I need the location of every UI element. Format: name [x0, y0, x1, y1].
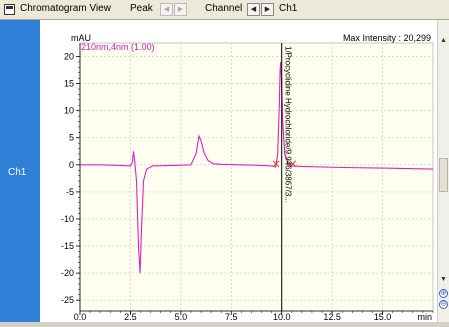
y-tick-label: 0 [69, 160, 74, 170]
zoom-in-icon[interactable]: ⊕ [439, 289, 448, 298]
channel-next-button[interactable]: ▶ [261, 3, 274, 16]
grid-lines [79, 43, 433, 311]
channel-sidebar[interactable]: Ch1 [0, 20, 40, 322]
scroll-up-button[interactable]: ▲ [440, 37, 447, 44]
y-tick-label: 15 [64, 79, 74, 89]
peak-boundary-marker [289, 160, 297, 168]
channel-value: Ch1 [279, 3, 298, 14]
channel-prev-button[interactable]: ◀ [247, 3, 260, 16]
view-title: Chromatogram View [20, 3, 111, 14]
x-axis-label: min [417, 312, 432, 322]
x-tick-label: 2.5 [124, 312, 137, 322]
peak-boundary-marker [272, 160, 280, 168]
y-axis-ticks: 20 15 10 5 0 -5 -10 -15 -20 -25 [61, 52, 80, 305]
scroll-down-button[interactable]: ▼ [440, 276, 447, 283]
y-tick-label: -20 [61, 268, 74, 278]
peak-markers [272, 160, 297, 168]
channel-label: Channel [205, 3, 243, 14]
x-axis-ticks: 0.0 2.5 5.0 7.5 10.0 12.5 15.0 [74, 311, 434, 322]
y-tick-label: 10 [64, 106, 74, 116]
x-tick-label: 0.0 [74, 312, 87, 322]
sidebar-channel-label: Ch1 [8, 167, 27, 178]
y-tick-label: -5 [66, 187, 74, 197]
x-tick-label: 5.0 [175, 312, 188, 322]
x-tick-label: 15.0 [374, 312, 392, 322]
y-tick-label: -15 [61, 241, 74, 251]
x-tick-label: 10.0 [273, 312, 291, 322]
vertical-scrollbar[interactable]: ▲ ▼ ⊕ ⊖ [437, 20, 449, 322]
y-tick-label: 20 [64, 52, 74, 62]
signal-line [80, 61, 434, 274]
window-icon[interactable] [4, 4, 15, 15]
series-label: 210nm,4nm (1.00) [81, 42, 155, 52]
max-intensity-label: Max Intensity : 20,299 [343, 33, 431, 43]
scroll-thumb[interactable] [439, 158, 448, 192]
y-tick-label: 5 [69, 133, 74, 143]
peak-label: Peak [130, 3, 153, 14]
plot-panel: 20 15 10 5 0 -5 -10 -15 -20 -25 0.0 2.5 5.0 7.5 10.0 1… [40, 20, 437, 322]
chromatogram-chart[interactable]: 20 15 10 5 0 -5 -10 -15 -20 -25 0.0 2.5 5.0 7.5 10.0 1… [40, 20, 437, 322]
y-axis-label: mAU [71, 33, 91, 43]
plot-area [79, 42, 434, 312]
x-tick-label: 12.5 [323, 312, 341, 322]
zoom-out-icon[interactable]: ⊖ [439, 300, 448, 309]
peak-next-button[interactable]: ▶ [174, 3, 187, 16]
y-tick-label: -25 [61, 295, 74, 305]
y-tick-label: -10 [61, 214, 74, 224]
chromatogram-toolbar: Chromatogram View Peak ◀ ▶ Channel ◀ ▶ C… [0, 0, 449, 20]
peak-prev-button[interactable]: ◀ [160, 3, 173, 16]
x-tick-label: 7.5 [225, 312, 238, 322]
peak-annotation: 1/Procyclidine Hydrochloride/9.946/3867/… [284, 46, 293, 203]
